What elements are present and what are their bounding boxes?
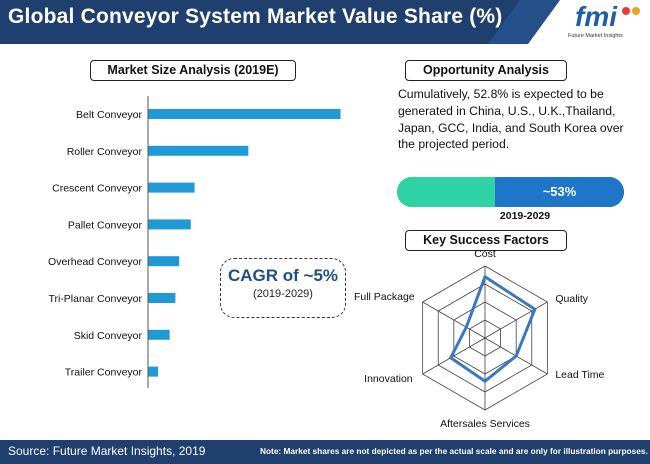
radar-spoke xyxy=(422,301,486,339)
page-title: Global Conveyor System Market Value Shar… xyxy=(8,5,503,28)
opportunity-heading: Opportunity Analysis xyxy=(405,60,567,81)
category-label: Crescent Conveyor xyxy=(52,183,142,195)
cagr-title: CAGR of ~5% xyxy=(227,266,339,285)
radar-series xyxy=(449,275,537,383)
category-label: Roller Conveyor xyxy=(67,146,143,158)
bar xyxy=(148,329,170,340)
bar xyxy=(148,219,191,230)
category-label: Belt Conveyor xyxy=(76,109,142,121)
footer-note: Note: Market shares are not depicted as … xyxy=(260,446,648,456)
radar-chart: Cost Quality Lead Time Aftersales Services I… xyxy=(354,250,605,430)
logo-text: fmi xyxy=(575,1,617,32)
radar-spoke xyxy=(484,301,548,339)
footer: Source: Future Market Insights, 2019 Not… xyxy=(0,440,650,464)
cagr-period: (2019-2029) xyxy=(253,288,313,300)
progress-period: 2019-2029 xyxy=(499,210,551,222)
progress-fill-right xyxy=(495,177,624,207)
bar xyxy=(148,182,195,193)
company-logo: fmi Future Market Insights xyxy=(566,1,646,41)
footer-source: Source: Future Market Insights, 2019 xyxy=(8,444,206,458)
bar xyxy=(148,145,249,156)
category-label: Trailer Conveyor xyxy=(65,367,143,379)
radar-spoke xyxy=(422,337,486,375)
category-label: Tri-Planar Conveyor xyxy=(48,293,142,305)
opportunity-text: Cumulatively, 52.8% is expected to be ge… xyxy=(398,87,624,152)
header-banner: Global Conveyor System Market Value Shar… xyxy=(0,0,650,44)
logo-dots-icon xyxy=(622,7,640,15)
ksf-heading: Key Success Factors xyxy=(405,230,567,251)
radar-axis-label: Quality xyxy=(555,293,588,305)
logo-subtitle: Future Market Insights xyxy=(568,33,623,39)
bar-chart: Belt Conveyor Roller Conveyor Crescent Con… xyxy=(48,96,341,388)
bar xyxy=(148,366,159,377)
category-label: Pallet Conveyor xyxy=(68,219,143,231)
radar-axis-label: Lead Time xyxy=(555,369,604,381)
header-background xyxy=(0,0,650,44)
category-label: Skid Conveyor xyxy=(74,330,143,342)
radar-axis-label: Full Package xyxy=(354,291,415,303)
cagr-callout: CAGR of ~5% (2019-2029) xyxy=(220,258,346,318)
market-size-heading: Market Size Analysis (2019E) xyxy=(90,60,296,81)
opportunity-progress-bar: ~53% xyxy=(397,177,624,207)
category-label: Overhead Conveyor xyxy=(48,256,142,268)
progress-fill-left xyxy=(397,177,495,207)
progress-label: ~53% xyxy=(542,184,577,199)
bar xyxy=(148,293,176,303)
bar xyxy=(148,109,341,119)
radar-axis-label: Cost xyxy=(474,250,496,260)
radar-axis-label: Aftersales Services xyxy=(440,418,530,430)
bar xyxy=(148,256,180,267)
radar-axis-label: Innovation xyxy=(364,373,413,385)
